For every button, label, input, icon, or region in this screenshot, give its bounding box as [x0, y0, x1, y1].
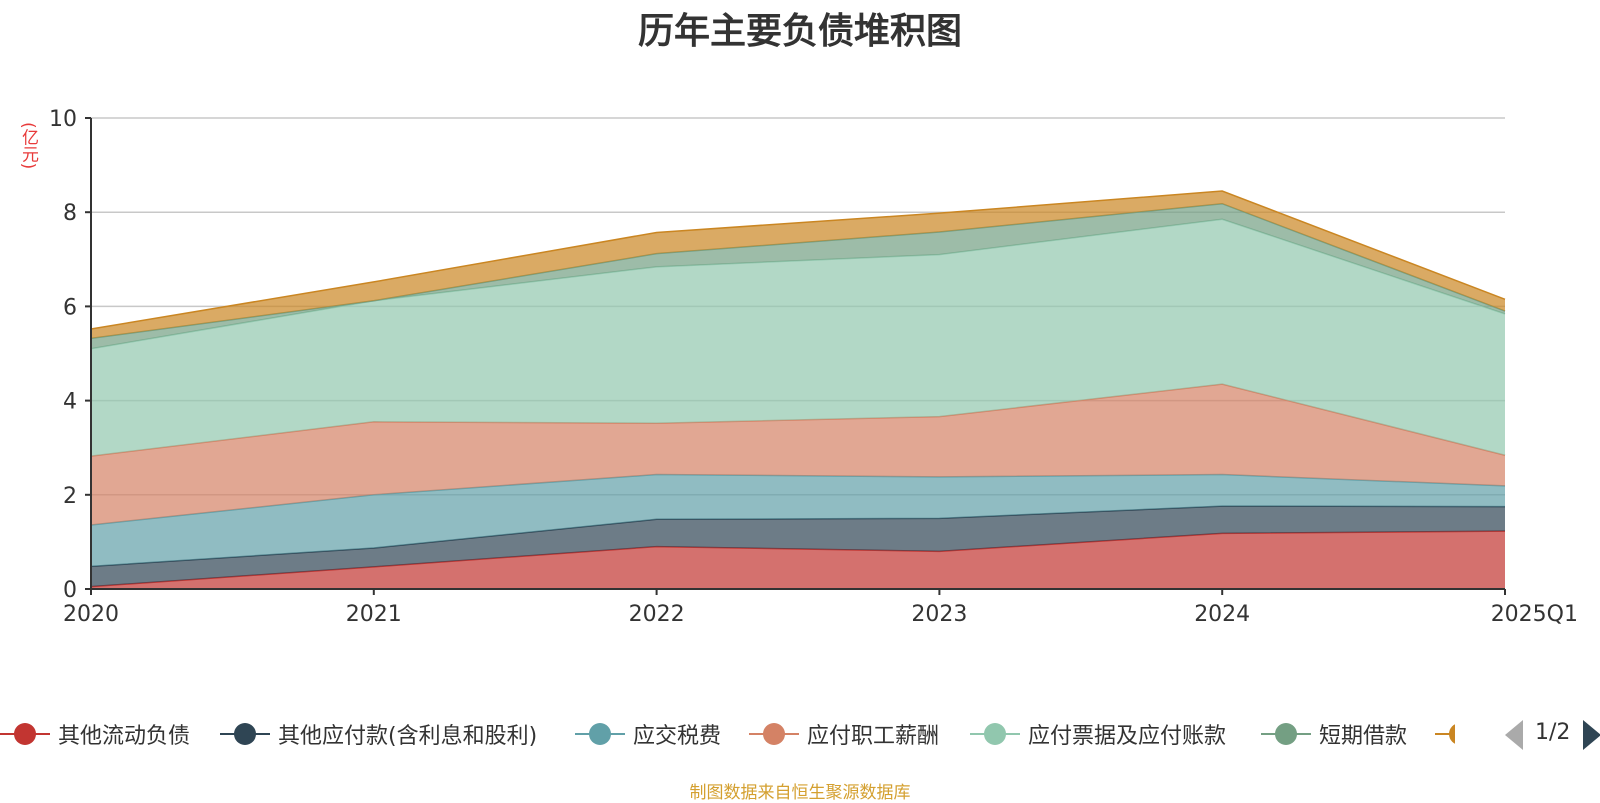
chart-title: 历年主要负债堆积图: [637, 11, 962, 52]
area-series: [90, 190, 1506, 589]
stacked-area-chart: 0 2 4 6 8 10 2020 2021 2022 2023 2024 2025Q1: [49, 107, 1578, 627]
y-tick-label: 0: [63, 578, 77, 603]
legend-marker-icon: [1261, 720, 1311, 748]
legend-item-notes-accounts-payable[interactable]: 应付票据及应付账款: [970, 716, 1226, 752]
legend-item-taxes-payable[interactable]: 应交税费: [575, 716, 721, 752]
legend-label: 其他应付款(含利息和股利): [278, 724, 538, 749]
series-line-6: [90, 190, 1506, 330]
legend-page-indicator: 1/2: [1535, 720, 1571, 745]
legend-item-employee-payables[interactable]: 应付职工薪酬: [749, 716, 939, 752]
y-axis-unit-label: (亿元): [18, 122, 38, 170]
x-tick-label: 2025Q1: [1491, 602, 1578, 627]
area-series-0[interactable]: [91, 531, 1505, 589]
x-tick-label: 2023: [911, 602, 967, 627]
y-tick-label: 4: [63, 390, 77, 415]
x-tick-label: 2022: [629, 602, 685, 627]
legend-label: 短期借款: [1319, 724, 1408, 749]
legend-marker-icon: [0, 720, 50, 748]
legend-item-truncated[interactable]: [1435, 716, 1455, 752]
y-tick-label: 6: [63, 295, 77, 320]
area-series-3[interactable]: [91, 384, 1505, 525]
area-series-1[interactable]: [91, 506, 1505, 587]
chevron-right-icon[interactable]: [1583, 720, 1600, 750]
area-series-2[interactable]: [91, 474, 1505, 567]
legend-marker-icon: [970, 720, 1020, 748]
legend-pager: 1/2: [1505, 718, 1600, 754]
legend-item-other-current-liabilities[interactable]: 其他流动负债: [0, 716, 190, 752]
axes: 0 2 4 6 8 10 2020 2021 2022 2023 2024 2025Q1: [49, 107, 1578, 627]
legend: 其他流动负债 其他应付款(含利息和股利) 应交税费 应付职工薪酬 应付票据及应付…: [0, 716, 1600, 752]
x-tick-label: 2020: [63, 602, 119, 627]
legend-label: 应交税费: [633, 724, 722, 749]
y-tick-label: 8: [63, 201, 77, 226]
y-tick-label: 10: [49, 107, 77, 132]
legend-label: 应付票据及应付账款: [1028, 724, 1227, 749]
legend-item-short-term-loans[interactable]: 短期借款: [1261, 716, 1407, 752]
legend-marker-icon: [575, 720, 625, 748]
legend-item-other-payables[interactable]: 其他应付款(含利息和股利): [220, 716, 537, 752]
legend-label: 其他流动负债: [58, 724, 191, 749]
legend-marker-icon: [1435, 720, 1455, 748]
y-tick-label: 2: [63, 484, 77, 509]
x-tick-label: 2021: [346, 602, 402, 627]
legend-marker-icon: [220, 720, 270, 748]
source-note: 制图数据来自恒生聚源数据库: [689, 783, 911, 803]
chevron-left-icon[interactable]: [1505, 720, 1523, 750]
x-tick-label: 2024: [1194, 602, 1250, 627]
legend-marker-icon: [749, 720, 799, 748]
legend-label: 应付职工薪酬: [807, 724, 940, 749]
area-series-4[interactable]: [91, 219, 1505, 457]
